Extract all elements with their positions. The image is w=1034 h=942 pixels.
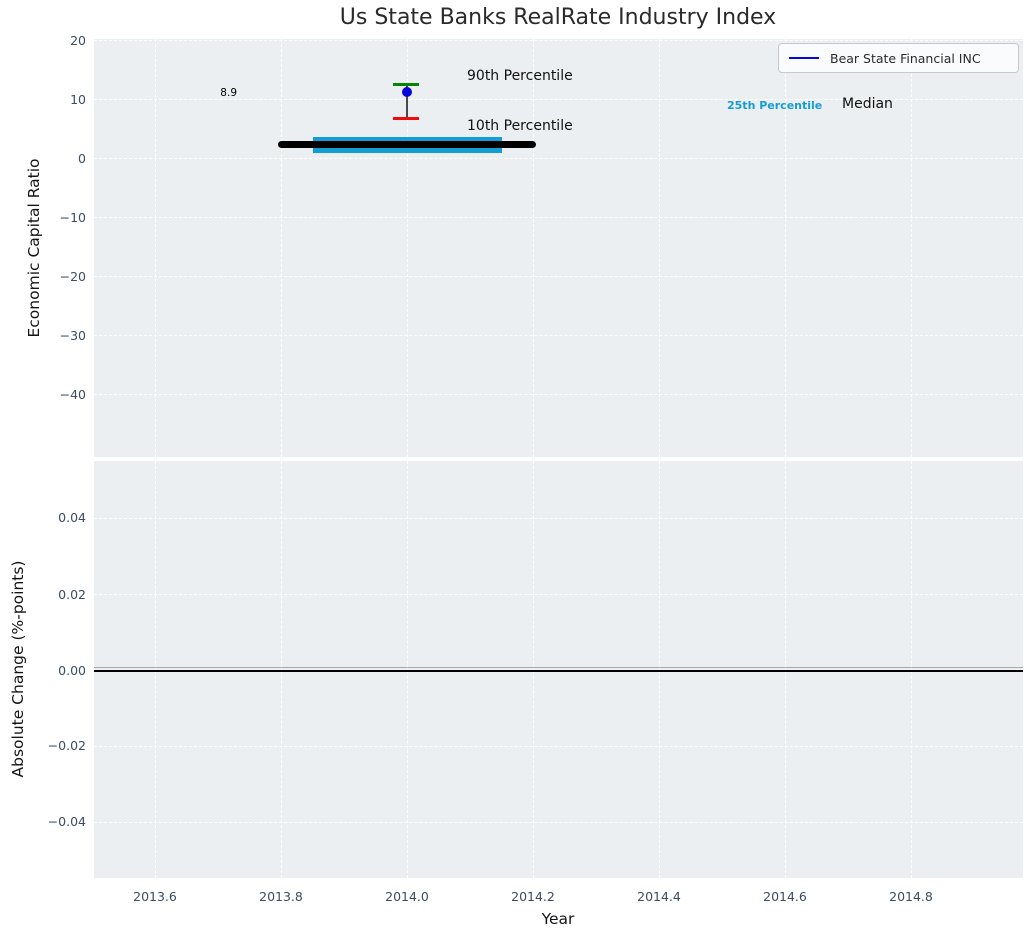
gridline	[155, 461, 156, 878]
top-plot-area: 8.9 90th Percentile 10th Percentile 25th…	[94, 39, 1023, 457]
p90-annotation: 90th Percentile	[467, 68, 573, 84]
gridline	[94, 518, 1023, 519]
ytick-label: −20	[59, 269, 86, 284]
gridline	[533, 461, 534, 878]
gridline	[94, 217, 1023, 218]
company-data-point	[401, 86, 412, 97]
gridline	[785, 39, 786, 457]
ytick-label: 0.04	[58, 510, 86, 525]
gridline	[94, 594, 1023, 595]
gridline	[911, 461, 912, 878]
chart-title: Us State Banks RealRate Industry Index	[339, 5, 777, 30]
x-axis-label: Year	[541, 910, 575, 928]
gridline	[659, 39, 660, 457]
xtick-label: 2014.4	[637, 889, 681, 904]
gridline	[785, 461, 786, 878]
y-axis-label-top: Economic Capital Ratio	[25, 158, 43, 338]
p10-annotation: 10th Percentile	[467, 118, 573, 134]
p10-marker	[393, 116, 419, 120]
p90-marker	[393, 83, 419, 86]
ytick-label: −0.02	[47, 738, 86, 753]
median-annotation: Median	[842, 96, 893, 112]
gridline	[407, 39, 408, 457]
ytick-label: −10	[59, 210, 86, 225]
legend: Bear State Financial INC	[778, 43, 1019, 73]
y-axis-label-bottom: Absolute Change (%-points)	[9, 560, 27, 778]
gridline	[94, 276, 1023, 277]
ytick-label: 0.02	[58, 587, 86, 602]
gridline	[281, 461, 282, 878]
xtick-label: 2013.6	[133, 889, 177, 904]
gridline	[533, 39, 534, 457]
gridline	[94, 40, 1023, 41]
gridline	[281, 39, 282, 457]
median-line	[278, 141, 536, 148]
xtick-label: 2014.8	[889, 889, 933, 904]
gridline	[94, 394, 1023, 395]
zero-reference-line	[94, 669, 1023, 672]
xtick-label: 2013.8	[259, 889, 303, 904]
median-value-label: 8.9	[220, 87, 237, 99]
p25-annotation: 25th Percentile	[727, 99, 823, 112]
gridline	[155, 39, 156, 457]
ytick-label: 20	[70, 33, 86, 48]
ytick-label: −30	[59, 328, 86, 343]
legend-label: Bear State Financial INC	[830, 50, 981, 66]
ytick-label: −0.04	[47, 814, 86, 829]
ytick-label: 10	[70, 92, 86, 107]
change-line	[94, 666, 1023, 669]
bottom-plot-area	[94, 461, 1023, 878]
xtick-label: 2014.0	[385, 889, 429, 904]
gridline	[94, 822, 1023, 823]
gridline	[407, 461, 408, 878]
ytick-label: −40	[59, 387, 86, 402]
percentile-whisker-line	[406, 84, 408, 119]
gridline	[94, 158, 1023, 159]
xtick-label: 2014.2	[511, 889, 555, 904]
ytick-label: 0.00	[58, 663, 86, 678]
legend-line-sample	[789, 56, 819, 60]
gridline	[911, 39, 912, 457]
gridline	[94, 99, 1023, 100]
ytick-label: 0	[78, 151, 86, 166]
gridline	[659, 461, 660, 878]
gridline	[94, 335, 1023, 336]
gridline	[94, 746, 1023, 747]
xtick-label: 2014.6	[763, 889, 807, 904]
